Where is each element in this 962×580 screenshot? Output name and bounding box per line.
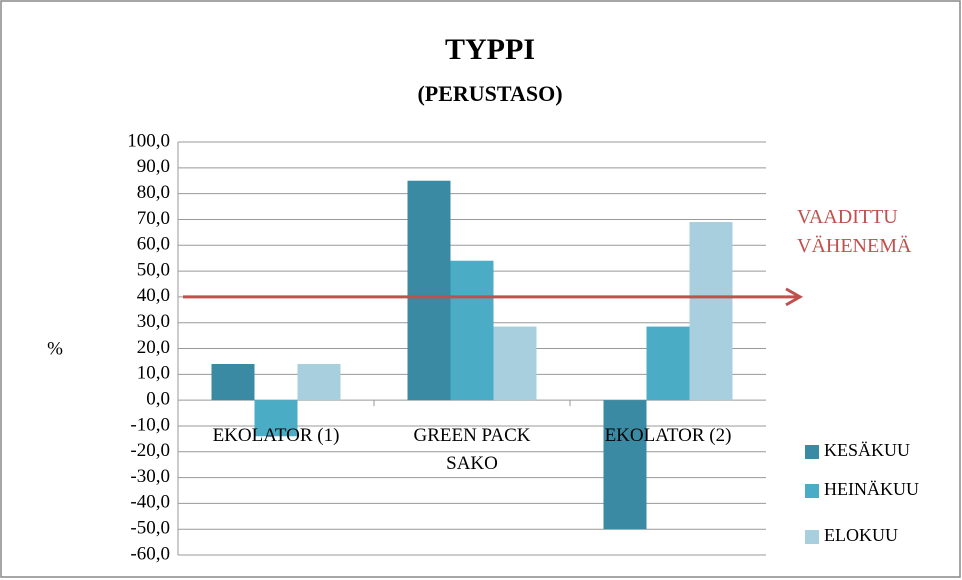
x-tick-label-line: EKOLATOR (1) [213,425,340,446]
bar [297,363,341,401]
y-tick-label: 50,0 [137,259,170,280]
x-tick-label: EKOLATOR (2) [605,425,732,446]
reference-label: VAADITTU VÄHENEMÄ [797,206,912,257]
bar [603,400,647,530]
x-tick-label: GREEN PACK SAKO [413,425,530,474]
y-tick-label: 30,0 [137,311,170,332]
y-tick-label: 70,0 [137,208,170,229]
y-tick-label: -60,0 [130,543,170,564]
y-tick-label: -10,0 [130,414,170,435]
bar [407,180,451,401]
bar [450,260,494,401]
y-tick-label: -50,0 [130,518,170,539]
y-tick-label: 40,0 [137,285,170,306]
legend-swatch [805,484,819,498]
reference-arrow [785,287,804,307]
chart-title: TYPPI [445,33,535,66]
bar [689,222,733,401]
reference-label-line: VAADITTU [797,206,898,228]
bar [493,326,537,401]
y-tick-label: -40,0 [130,492,170,513]
legend-label: ELOKUU [824,525,898,545]
legend-label: KESÄKUU [824,440,910,460]
y-tick-label: 80,0 [137,182,170,203]
x-tick-label-line: GREEN PACK [413,425,530,446]
y-tick-label: 20,0 [137,337,170,358]
bar [646,326,690,401]
legend-swatch [805,445,819,459]
x-tick-label-line: EKOLATOR (2) [605,425,732,446]
y-tick-label: -20,0 [130,440,170,461]
x-tick-label: EKOLATOR (1) [213,425,340,446]
y-tick-label: 90,0 [137,156,170,177]
y-axis-label: % [47,338,63,359]
y-tick-label: 0,0 [146,388,170,409]
y-tick-label: -30,0 [130,466,170,487]
y-tick-label: 10,0 [137,363,170,384]
chart-subtitle: (PERUSTASO) [417,81,562,106]
y-tick-label: 100,0 [127,130,170,151]
bar [211,363,255,401]
legend-label: HEINÄKUU [824,479,919,499]
x-tick-label-line: SAKO [446,453,498,474]
y-tick-label: 60,0 [137,234,170,255]
bar [254,400,298,437]
legend-swatch [805,530,819,544]
reference-label-line: VÄHENEMÄ [797,234,912,257]
